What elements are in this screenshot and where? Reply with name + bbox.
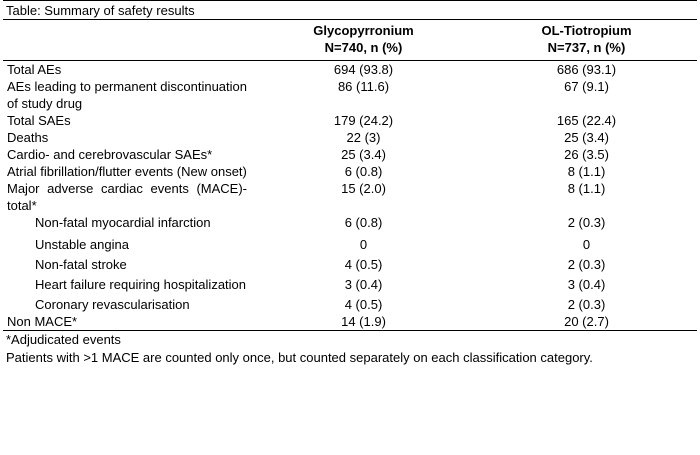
row-label: Non MACE* — [7, 314, 78, 329]
table-row-subitem: Heart failure requiring hospitalization … — [3, 273, 697, 293]
header-glycopyrronium: Glycopyrronium N=740, n (%) — [251, 20, 476, 61]
tiotropium-value: 3 (0.4) — [567, 277, 606, 292]
tiotropium-value: 2 (0.3) — [567, 257, 606, 272]
table-row-subitem: Non-fatal myocardial infarction 6 (0.8) … — [3, 214, 697, 231]
tiotropium-value: 0 — [582, 237, 591, 252]
footnote-adjudicated: *Adjudicated events — [6, 332, 121, 347]
glycopyrronium-value: 4 (0.5) — [344, 297, 383, 312]
row-label: Total AEs — [7, 62, 62, 77]
glycopyrronium-value: 694 (93.8) — [333, 62, 394, 77]
tiotropium-value: 8 (1.1) — [567, 164, 606, 179]
table-row: Deaths 22 (3) 25 (3.4) — [3, 129, 697, 146]
tiotropium-value: 67 (9.1) — [564, 79, 609, 94]
row-label: AEs leading to permanent discontinuation… — [7, 79, 247, 111]
tiotropium-value: 686 (93.1) — [556, 62, 617, 77]
glycopyrronium-value: 25 (3.4) — [341, 147, 386, 162]
glycopyrronium-value: 179 (24.2) — [333, 113, 394, 128]
glycopyrronium-value: 3 (0.4) — [344, 277, 383, 292]
header-tiotropium-name: OL-Tiotropium — [541, 23, 632, 38]
row-label: Unstable angina — [35, 237, 129, 252]
table-row-subitem: Coronary revascularisation 4 (0.5) 2 (0.… — [3, 293, 697, 313]
table-row-subitem: Unstable angina 0 0 — [3, 231, 697, 253]
row-label: Cardio- and cerebrovascular SAEs* — [7, 147, 213, 162]
glycopyrronium-value: 0 — [359, 237, 368, 252]
table-caption: Table: Summary of safety results — [3, 0, 697, 20]
tiotropium-value: 165 (22.4) — [556, 113, 617, 128]
header-glycopyrronium-name: Glycopyrronium — [313, 23, 414, 38]
table-body: Total AEs 694 (93.8) 686 (93.1) AEs lead… — [3, 61, 697, 331]
tiotropium-value: 25 (3.4) — [564, 130, 609, 145]
table-row: Atrial fibrillation/flutter events (New … — [3, 163, 697, 180]
tiotropium-value: 26 (3.5) — [564, 147, 609, 162]
table-row: Cardio- and cerebrovascular SAEs* 25 (3.… — [3, 146, 697, 163]
tiotropium-value: 8 (1.1) — [567, 181, 606, 196]
glycopyrronium-value: 4 (0.5) — [344, 257, 383, 272]
table-row: Total SAEs 179 (24.2) 165 (22.4) — [3, 112, 697, 129]
tiotropium-value: 2 (0.3) — [567, 297, 606, 312]
glycopyrronium-value: 6 (0.8) — [344, 164, 383, 179]
glycopyrronium-value: 14 (1.9) — [341, 314, 386, 329]
table-row: Major adverse cardiac events (MACE)-tota… — [3, 180, 697, 214]
table-row-subitem: Non-fatal stroke 4 (0.5) 2 (0.3) — [3, 253, 697, 273]
table-row: Total AEs 694 (93.8) 686 (93.1) — [3, 61, 697, 79]
table-header: Glycopyrronium N=740, n (%) OL-Tiotropiu… — [3, 20, 697, 61]
row-label: Major adverse cardiac events (MACE)-tota… — [7, 181, 247, 213]
row-label: Deaths — [7, 130, 49, 145]
header-row: Glycopyrronium N=740, n (%) OL-Tiotropiu… — [3, 20, 697, 61]
header-label-column — [3, 20, 251, 61]
table-row: AEs leading to permanent discontinuation… — [3, 78, 697, 112]
safety-results-table: Glycopyrronium N=740, n (%) OL-Tiotropiu… — [3, 20, 697, 331]
header-glycopyrronium-n: N=740, n (%) — [324, 40, 403, 55]
glycopyrronium-value: 15 (2.0) — [341, 181, 386, 196]
row-label: Non-fatal myocardial infarction — [35, 215, 211, 230]
row-label: Non-fatal stroke — [35, 257, 127, 272]
row-label: Atrial fibrillation/flutter events (New … — [7, 164, 247, 179]
footnote-counting: Patients with >1 MACE are counted only o… — [6, 350, 593, 365]
row-label: Heart failure requiring hospitalization — [35, 277, 247, 292]
row-label: Total SAEs — [7, 113, 71, 128]
row-label: Coronary revascularisation — [35, 297, 190, 312]
glycopyrronium-value: 86 (11.6) — [337, 79, 390, 94]
footnotes: *Adjudicated events Patients with >1 MAC… — [3, 331, 697, 367]
tiotropium-value: 20 (2.7) — [564, 314, 609, 329]
table-row: Non MACE* 14 (1.9) 20 (2.7) — [3, 313, 697, 331]
glycopyrronium-value: 6 (0.8) — [344, 215, 383, 230]
header-tiotropium-n: N=737, n (%) — [547, 40, 626, 55]
tiotropium-value: 2 (0.3) — [567, 215, 606, 230]
glycopyrronium-value: 22 (3) — [346, 130, 381, 145]
header-tiotropium: OL-Tiotropium N=737, n (%) — [476, 20, 697, 61]
